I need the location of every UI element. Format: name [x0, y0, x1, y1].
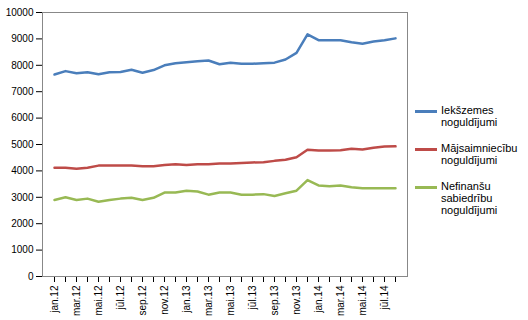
- svg-text:0: 0: [28, 271, 34, 282]
- svg-text:3000: 3000: [11, 192, 34, 203]
- svg-text:mai.12: mai.12: [93, 285, 104, 315]
- svg-text:jūl.14: jūl.14: [379, 285, 390, 310]
- svg-text:2000: 2000: [11, 218, 34, 229]
- svg-text:sep.13: sep.13: [269, 285, 280, 315]
- svg-text:8000: 8000: [11, 60, 34, 71]
- svg-text:9000: 9000: [11, 33, 34, 44]
- svg-text:jan.13: jan.13: [181, 285, 192, 314]
- html-text:Iekšzemes noguldījumi: Iekšzemes noguldījumi: [441, 104, 498, 128]
- svg-text:mar.13: mar.13: [203, 285, 214, 316]
- svg-text:nov.13: nov.13: [291, 285, 302, 315]
- svg-text:5000: 5000: [11, 139, 34, 150]
- html-text:Nefinanšu sabiedrību noguldīju: Nefinanšu sabiedrību noguldījumi: [441, 180, 498, 216]
- svg-text:jan.14: jan.14: [313, 285, 324, 314]
- svg-text:nov.12: nov.12: [159, 285, 170, 315]
- svg-text:sep.12: sep.12: [137, 285, 148, 315]
- svg-text:mar.14: mar.14: [335, 285, 346, 316]
- html-text:Mājsaimniecību noguldījumi: Mājsaimniecību noguldījumi: [441, 142, 518, 166]
- svg-text:7000: 7000: [11, 86, 34, 97]
- svg-text:jan.12: jan.12: [49, 285, 60, 314]
- svg-text:mar.12: mar.12: [71, 285, 82, 316]
- svg-text:mai.14: mai.14: [357, 285, 368, 315]
- svg-text:jūl.12: jūl.12: [115, 285, 126, 310]
- svg-text:4000: 4000: [11, 165, 34, 176]
- svg-text:1000: 1000: [11, 244, 34, 255]
- svg-text:6000: 6000: [11, 112, 34, 123]
- svg-text:mai.13: mai.13: [225, 285, 236, 315]
- svg-text:jūl.13: jūl.13: [247, 285, 258, 310]
- svg-text:10000: 10000: [6, 7, 34, 18]
